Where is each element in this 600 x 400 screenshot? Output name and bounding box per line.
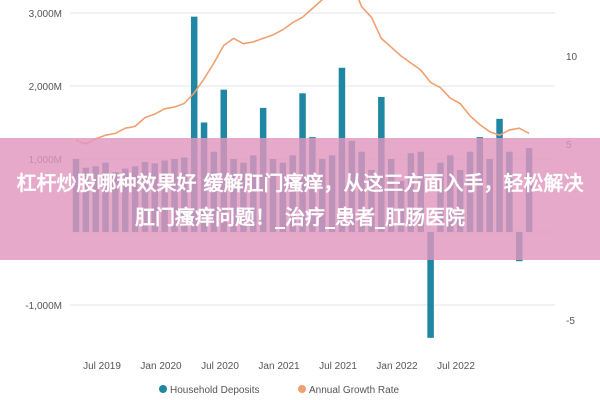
bar — [190, 16, 198, 233]
x-axis-tick-label: Jan 2022 — [376, 361, 418, 372]
legend-marker-annual-growth-rate — [298, 385, 306, 393]
overlay-banner: 杠杆炒股哪种效果好 缓解肛门瘙痒，从这三方面入手，轻松解决肛门瘙痒问题！_治疗_… — [0, 138, 600, 260]
bar — [427, 232, 434, 338]
x-axis-tick-label: Jul 2021 — [319, 361, 357, 372]
x-axis-tick-label: Jul 2019 — [83, 361, 121, 372]
x-axis-tick-label: Jan 2020 — [140, 361, 182, 372]
right-axis-tick-label: -5 — [566, 316, 575, 327]
right-axis-tick-label: 10 — [566, 52, 578, 63]
legend-marker-household-deposits — [159, 385, 167, 393]
overlay-banner-text: 杠杆炒股哪种效果好 缓解肛门瘙痒，从这三方面入手，轻松解决肛门瘙痒问题！_治疗_… — [16, 171, 584, 229]
legend-label-annual-growth-rate: Annual Growth Rate — [309, 385, 399, 396]
left-axis-tick-label: 2,000M — [29, 82, 62, 93]
x-axis-tick-label: Jul 2020 — [201, 361, 239, 372]
x-axis-tick-label: Jul 2022 — [437, 361, 475, 372]
x-axis-tick-label: Jan 2021 — [258, 361, 300, 372]
legend-label-household-deposits: Household Deposits — [170, 385, 260, 396]
left-axis-tick-label: -1,000M — [25, 301, 62, 312]
series-line-annual-growth-rate — [75, 0, 530, 145]
left-axis-tick-label: 3,000M — [29, 9, 62, 20]
